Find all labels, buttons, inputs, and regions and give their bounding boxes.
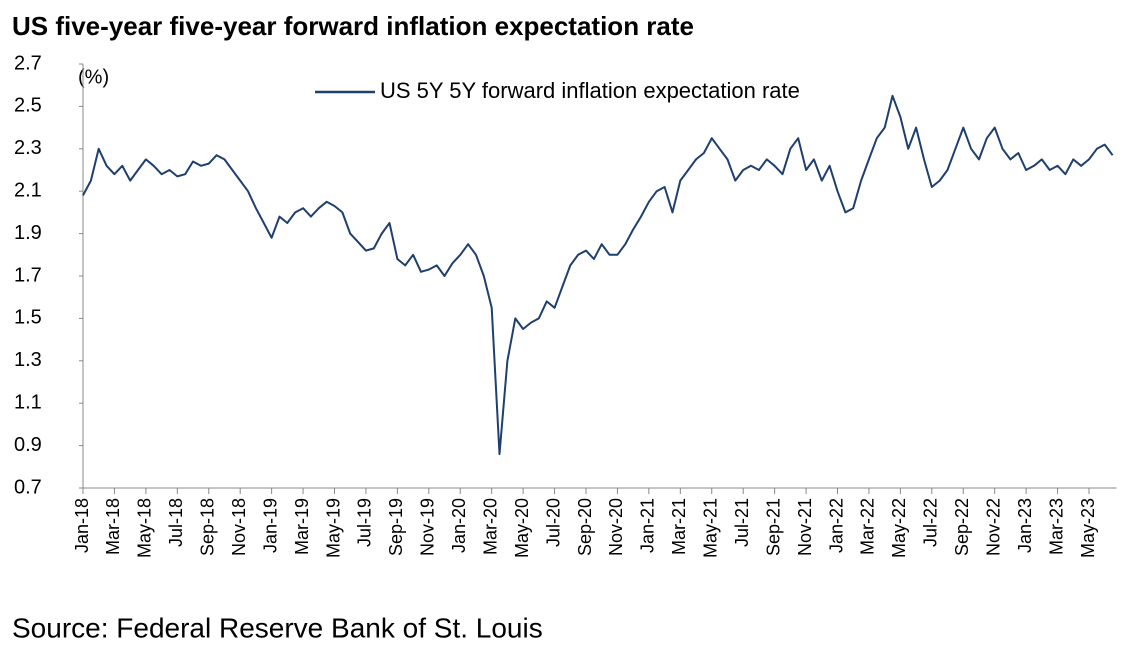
y-tick-label: 2.3 xyxy=(14,137,42,159)
x-tick-label: May-23 xyxy=(1078,498,1098,558)
x-tick-label: Jul-20 xyxy=(543,498,563,547)
x-tick-label: May-19 xyxy=(323,498,343,558)
x-tick-label: Nov-20 xyxy=(606,498,626,556)
y-tick-label: 1.9 xyxy=(14,222,42,244)
y-axis-label: (%) xyxy=(78,66,109,88)
x-tick-label: Mar-22 xyxy=(858,498,878,555)
y-tick-label: 0.9 xyxy=(14,434,42,456)
x-tick-label: Jan-22 xyxy=(826,498,846,553)
x-tick-label: Mar-19 xyxy=(292,498,312,555)
x-tick-label: Sep-21 xyxy=(763,498,783,556)
chart-title: US five-year five-year forward inflation… xyxy=(12,11,694,41)
x-tick-label: May-21 xyxy=(701,498,721,558)
x-tick-label: May-22 xyxy=(889,498,909,558)
x-tick-label: May-20 xyxy=(512,498,532,558)
x-tick-label: Nov-18 xyxy=(229,498,249,556)
y-tick-label: 0.7 xyxy=(14,476,42,498)
x-tick-label: Sep-19 xyxy=(386,498,406,556)
legend-label: US 5Y 5Y forward inflation expectation r… xyxy=(380,78,800,103)
y-tick-label: 2.7 xyxy=(14,52,42,74)
x-tick-label: Jan-18 xyxy=(72,498,92,553)
x-tick-label: Mar-23 xyxy=(1046,498,1066,555)
x-tick-label: Sep-22 xyxy=(952,498,972,556)
y-tick-label: 1.1 xyxy=(14,391,42,413)
source-note: Source: Federal Reserve Bank of St. Loui… xyxy=(12,612,543,643)
x-tick-label: Jul-19 xyxy=(355,498,375,547)
x-tick-label: Jan-19 xyxy=(260,498,280,553)
x-tick-label: Mar-18 xyxy=(103,498,123,555)
x-tick-label: Mar-21 xyxy=(669,498,689,555)
x-tick-label: Sep-18 xyxy=(198,498,218,556)
x-tick-label: Jul-22 xyxy=(921,498,941,547)
x-tick-label: May-18 xyxy=(135,498,155,558)
x-tick-label: Jul-21 xyxy=(732,498,752,547)
x-tick-label: Nov-19 xyxy=(418,498,438,556)
y-tick-label: 1.7 xyxy=(14,264,42,286)
x-tick-label: Jul-18 xyxy=(166,498,186,547)
y-tick-label: 2.5 xyxy=(14,95,42,117)
series-line xyxy=(82,94,1114,456)
x-tick-label: Jan-20 xyxy=(449,498,469,553)
y-tick-label: 1.5 xyxy=(14,307,42,329)
x-tick-label: Nov-22 xyxy=(983,498,1003,556)
x-tick-label: Jan-21 xyxy=(638,498,658,553)
y-tick-label: 2.1 xyxy=(14,179,42,201)
y-tick-label: 1.3 xyxy=(14,349,42,371)
x-tick-label: Mar-20 xyxy=(480,498,500,555)
x-tick-label: Nov-21 xyxy=(795,498,815,556)
x-tick-label: Jan-23 xyxy=(1015,498,1035,553)
x-tick-label: Sep-20 xyxy=(575,498,595,556)
